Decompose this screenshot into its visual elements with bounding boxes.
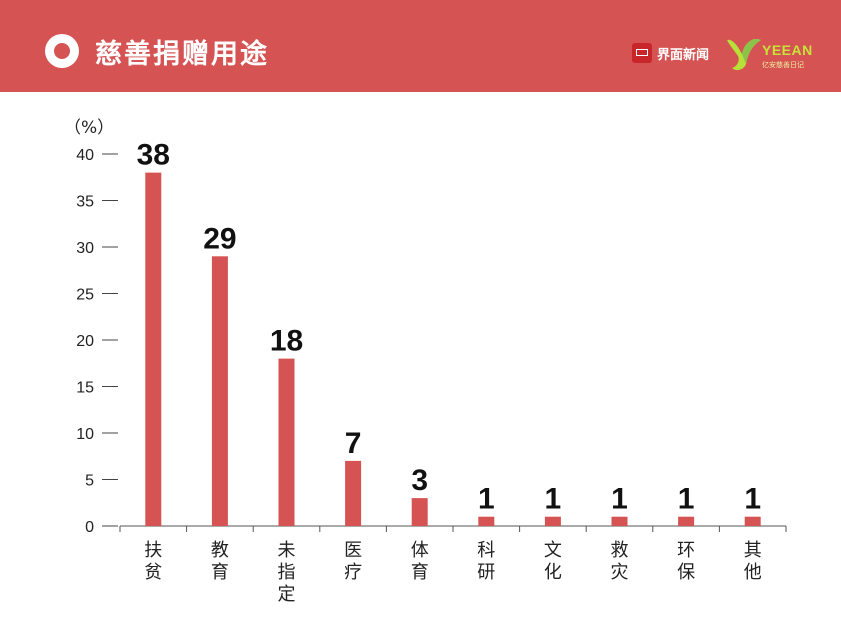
category-labels: 扶贫 教育 未指定 医疗 体育 科研 文化 救灾 环保 其他 (144, 540, 761, 605)
bar-7 (611, 516, 628, 526)
data-label-0: 38 (137, 139, 170, 172)
yeean-brand-text: YEEAN (762, 42, 813, 58)
data-label-7: 1 (611, 483, 628, 516)
bar-1 (211, 256, 228, 526)
y-tick-label: 20 (76, 333, 94, 350)
x-axis (119, 525, 787, 532)
category-label-6: 文化 (544, 540, 562, 583)
data-labels: 38 29 18 7 3 1 1 1 1 1 (137, 139, 761, 516)
data-label-3: 7 (345, 427, 362, 460)
y-tick-label: 5 (85, 473, 94, 490)
bar-2 (278, 358, 295, 526)
category-label-2: 未指定 (278, 540, 296, 605)
y-tick-label: 35 (76, 194, 94, 211)
bar-6 (544, 516, 561, 526)
page-title: 慈善捐赠用途 (95, 39, 269, 70)
y-tick-label: 10 (76, 426, 94, 443)
category-label-7: 救灾 (611, 540, 629, 583)
data-label-5: 1 (478, 483, 495, 516)
bar-8 (678, 516, 695, 526)
data-label-4: 3 (411, 464, 428, 497)
bar-5 (478, 516, 495, 526)
category-label-0: 扶贫 (144, 540, 162, 583)
y-tick-label: 15 (76, 380, 94, 397)
data-label-6: 1 (545, 483, 562, 516)
category-label-8: 环保 (677, 540, 695, 583)
bars (145, 172, 761, 526)
bar-chart: （%） 0 5 10 15 20 25 30 35 40 38 29 18 7 3 1 1 1 1 1 扶贫 教育 未… (64, 118, 787, 605)
y-axis-unit-label: （%） (64, 118, 114, 138)
category-label-4: 体育 (411, 540, 429, 583)
y-tick-label: 25 (76, 287, 94, 304)
category-label-9: 其他 (744, 540, 762, 583)
data-label-2: 18 (270, 325, 303, 358)
bar-3 (345, 460, 362, 526)
data-label-8: 1 (678, 483, 695, 516)
bar-9 (744, 516, 761, 526)
yeean-brand: YEEAN 亿安慈善日记 (724, 34, 824, 74)
y-tick-label: 40 (76, 147, 94, 164)
header-banner: 慈善捐赠用途 界面新闻 YEEAN 亿安慈善日记 (0, 0, 841, 92)
y-tick-label: 0 (85, 519, 94, 536)
bar-0 (145, 172, 162, 526)
y-tick-label: 30 (76, 240, 94, 257)
jiemian-brand-text: 界面新闻 (657, 47, 710, 63)
data-label-9: 1 (744, 483, 761, 516)
yeean-brand-subtext: 亿安慈善日记 (762, 61, 804, 69)
circle-icon (45, 34, 79, 68)
y-axis: 0 5 10 15 20 25 30 35 40 (76, 147, 118, 536)
category-label-1: 教育 (211, 540, 229, 583)
jiemian-brand: 界面新闻 (632, 42, 709, 64)
jiemian-logo-icon (632, 43, 652, 63)
category-label-3: 医疗 (344, 540, 362, 583)
yeean-logo-icon (727, 38, 761, 71)
category-label-5: 科研 (477, 540, 495, 583)
bar-4 (411, 498, 428, 526)
data-label-1: 29 (203, 222, 236, 255)
